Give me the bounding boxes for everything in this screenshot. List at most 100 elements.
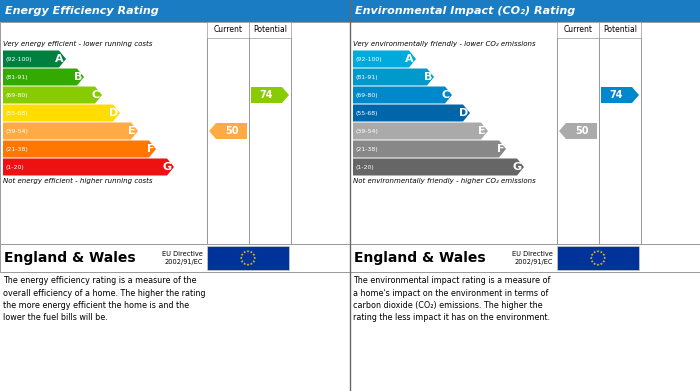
Text: E: E — [478, 126, 486, 136]
Polygon shape — [596, 263, 599, 266]
Text: Not environmentally friendly - higher CO₂ emissions: Not environmentally friendly - higher CO… — [353, 178, 536, 184]
Polygon shape — [253, 256, 256, 259]
Text: Not energy efficient - higher running costs: Not energy efficient - higher running co… — [3, 178, 153, 184]
Text: F: F — [146, 144, 154, 154]
Polygon shape — [353, 140, 506, 158]
Text: Energy Efficiency Rating: Energy Efficiency Rating — [5, 6, 159, 16]
Bar — [557, 22, 599, 38]
Bar — [0, 244, 350, 272]
Polygon shape — [600, 251, 603, 253]
Polygon shape — [241, 253, 244, 256]
Polygon shape — [250, 262, 253, 265]
Text: B: B — [74, 72, 82, 82]
Text: 50: 50 — [575, 126, 588, 136]
Text: (1-20): (1-20) — [6, 165, 25, 170]
Text: Current: Current — [564, 25, 592, 34]
Polygon shape — [353, 122, 488, 140]
Bar — [249, 22, 291, 38]
Polygon shape — [253, 260, 256, 262]
Polygon shape — [243, 251, 246, 253]
Text: G: G — [513, 162, 522, 172]
Text: F: F — [496, 144, 504, 154]
Bar — [0, 22, 350, 244]
Bar — [350, 22, 700, 244]
Text: 50: 50 — [225, 126, 238, 136]
Polygon shape — [601, 87, 639, 103]
Polygon shape — [250, 251, 253, 253]
Text: (39-54): (39-54) — [6, 129, 29, 133]
Text: D: D — [458, 108, 468, 118]
Polygon shape — [603, 256, 606, 259]
Polygon shape — [240, 256, 243, 259]
Text: EU Directive
2002/91/EC: EU Directive 2002/91/EC — [512, 251, 553, 265]
Polygon shape — [3, 140, 156, 158]
Text: Current: Current — [214, 25, 242, 34]
Polygon shape — [243, 262, 246, 265]
Text: C: C — [442, 90, 450, 100]
Text: The environmental impact rating is a measure of
a home's impact on the environme: The environmental impact rating is a mea… — [353, 276, 550, 323]
Text: EU Directive
2002/91/EC: EU Directive 2002/91/EC — [162, 251, 203, 265]
Polygon shape — [559, 123, 597, 139]
Polygon shape — [246, 250, 249, 253]
Polygon shape — [3, 50, 66, 68]
Polygon shape — [596, 250, 599, 253]
Text: The energy efficiency rating is a measure of the
overall efficiency of a home. T: The energy efficiency rating is a measur… — [3, 276, 206, 323]
Bar — [599, 22, 641, 38]
Text: (69-80): (69-80) — [6, 93, 29, 97]
Polygon shape — [209, 123, 247, 139]
Polygon shape — [353, 158, 524, 176]
Text: Environmental Impact (CO₂) Rating: Environmental Impact (CO₂) Rating — [355, 6, 575, 16]
Text: Potential: Potential — [253, 25, 287, 34]
Polygon shape — [591, 260, 594, 262]
Polygon shape — [246, 263, 249, 266]
Text: Very energy efficient - lower running costs: Very energy efficient - lower running co… — [3, 41, 153, 47]
Text: G: G — [163, 162, 172, 172]
Text: 74: 74 — [260, 90, 273, 100]
Polygon shape — [600, 262, 603, 265]
Bar — [207, 22, 249, 38]
Text: (39-54): (39-54) — [356, 129, 379, 133]
Polygon shape — [251, 87, 289, 103]
Text: A: A — [55, 54, 64, 64]
Text: (92-100): (92-100) — [356, 57, 383, 61]
Text: E: E — [128, 126, 136, 136]
Text: England & Wales: England & Wales — [354, 251, 486, 265]
Polygon shape — [603, 260, 606, 262]
Text: (55-68): (55-68) — [356, 111, 379, 115]
Polygon shape — [253, 253, 256, 256]
Polygon shape — [3, 158, 174, 176]
Polygon shape — [3, 68, 84, 86]
Polygon shape — [3, 104, 120, 122]
Polygon shape — [353, 68, 434, 86]
Bar — [0, 0, 350, 22]
Text: England & Wales: England & Wales — [4, 251, 136, 265]
Polygon shape — [353, 50, 416, 68]
Text: B: B — [424, 72, 432, 82]
Bar — [557, 246, 639, 270]
Polygon shape — [591, 253, 594, 256]
Polygon shape — [593, 251, 596, 253]
Text: A: A — [405, 54, 414, 64]
Bar — [350, 244, 700, 272]
Text: 74: 74 — [610, 90, 623, 100]
Text: Potential: Potential — [603, 25, 637, 34]
Text: (1-20): (1-20) — [356, 165, 374, 170]
Text: (69-80): (69-80) — [356, 93, 379, 97]
Polygon shape — [593, 262, 596, 265]
Text: C: C — [92, 90, 100, 100]
Text: (21-38): (21-38) — [356, 147, 379, 151]
Text: Very environmentally friendly - lower CO₂ emissions: Very environmentally friendly - lower CO… — [353, 41, 536, 47]
Bar — [207, 246, 289, 270]
Text: (21-38): (21-38) — [6, 147, 29, 151]
Polygon shape — [3, 86, 102, 104]
Polygon shape — [241, 260, 244, 262]
Polygon shape — [590, 256, 593, 259]
Text: (55-68): (55-68) — [6, 111, 29, 115]
Polygon shape — [353, 86, 452, 104]
Bar — [350, 0, 700, 22]
Polygon shape — [603, 253, 606, 256]
Text: (81-91): (81-91) — [6, 75, 29, 79]
Text: (81-91): (81-91) — [356, 75, 379, 79]
Polygon shape — [3, 122, 138, 140]
Text: D: D — [108, 108, 118, 118]
